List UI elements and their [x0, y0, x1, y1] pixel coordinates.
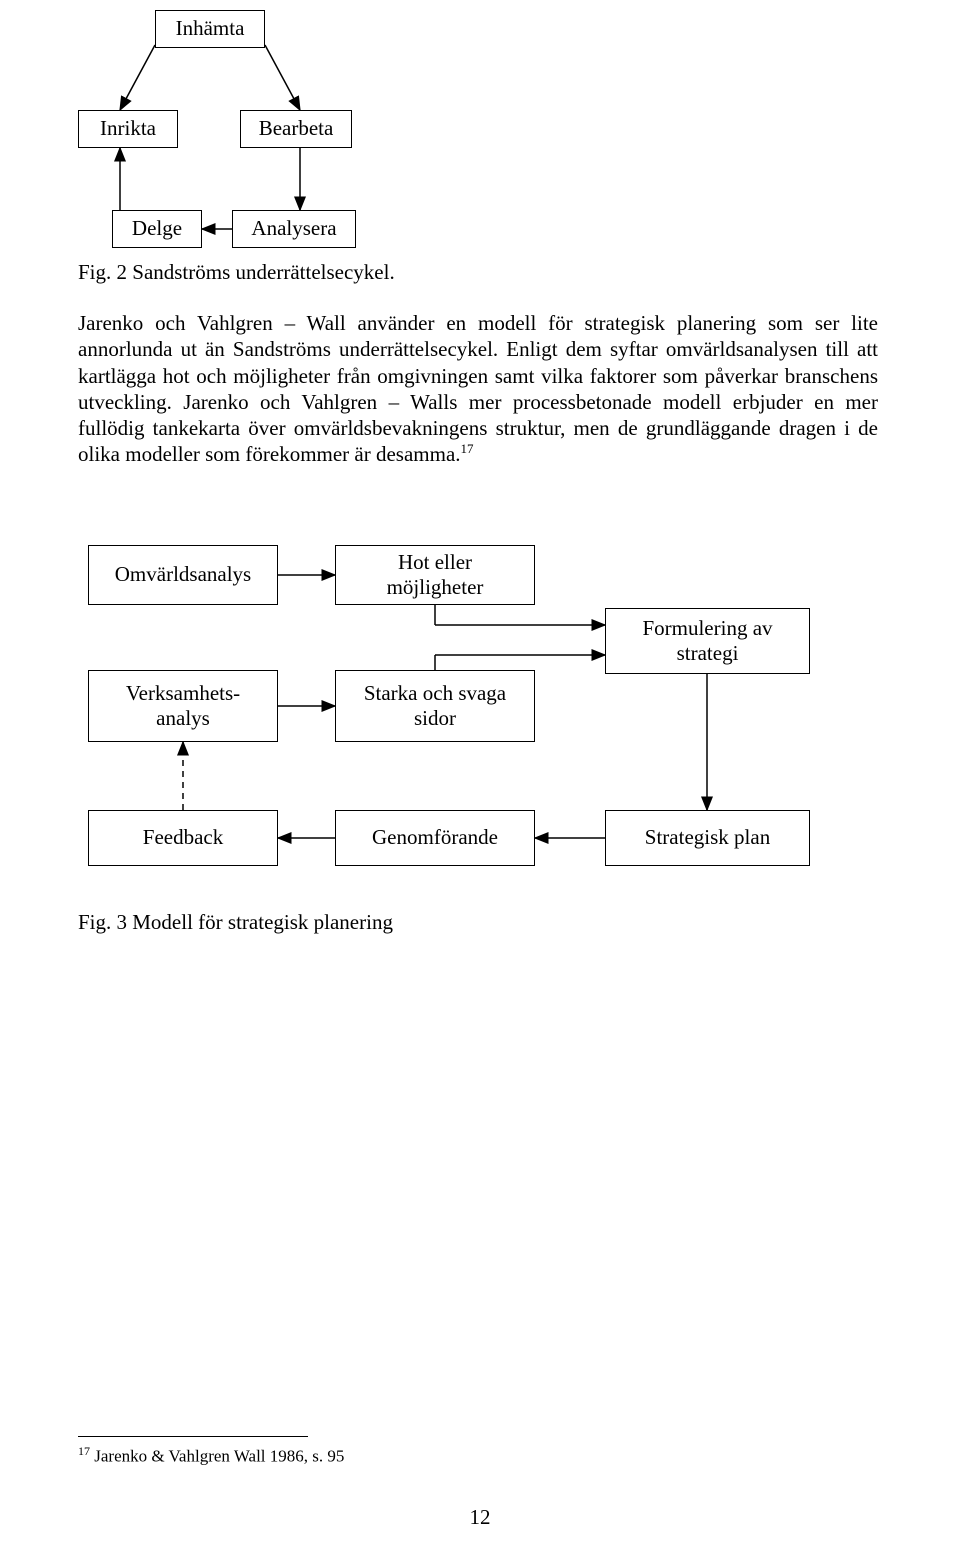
fc2-genomforande-box: Genomförande: [335, 810, 535, 866]
fc2-feedback-box: Feedback: [88, 810, 278, 866]
paragraph-1: Jarenko och Vahlgren – Wall använder en …: [78, 310, 878, 468]
fc2-formulering-box: Formulering avstrategi: [605, 608, 810, 674]
flowchart-1-connectors: [0, 0, 960, 300]
footnote-rule: [78, 1436, 308, 1437]
figure-3-caption: Fig. 3 Modell för strategisk planering: [78, 910, 393, 935]
figure-2-caption: Fig. 2 Sandströms underrättelsecykel.: [78, 260, 395, 285]
page-number: 12: [0, 1505, 960, 1530]
fc2-omvarld-box: Omvärldsanalys: [88, 545, 278, 605]
page: Inhämta Inrikta Bearbeta Delge Analysera Fig…: [0, 0, 960, 1561]
fc2-hot-box: Hot ellermöjligheter: [335, 545, 535, 605]
fc1-inrikta-box: Inrikta: [78, 110, 178, 148]
fc2-verksamhet-box: Verksamhets-analys: [88, 670, 278, 742]
fc2-strategisk-box: Strategisk plan: [605, 810, 810, 866]
fc1-bearbeta-box: Bearbeta: [240, 110, 352, 148]
fc1-analysera-box: Analysera: [232, 210, 356, 248]
fc2-starka-box: Starka och svagasidor: [335, 670, 535, 742]
fc1-inhamta-box: Inhämta: [155, 10, 265, 48]
footnote-17: 17 Jarenko & Vahlgren Wall 1986, s. 95: [78, 1444, 344, 1467]
fc1-delge-box: Delge: [112, 210, 202, 248]
